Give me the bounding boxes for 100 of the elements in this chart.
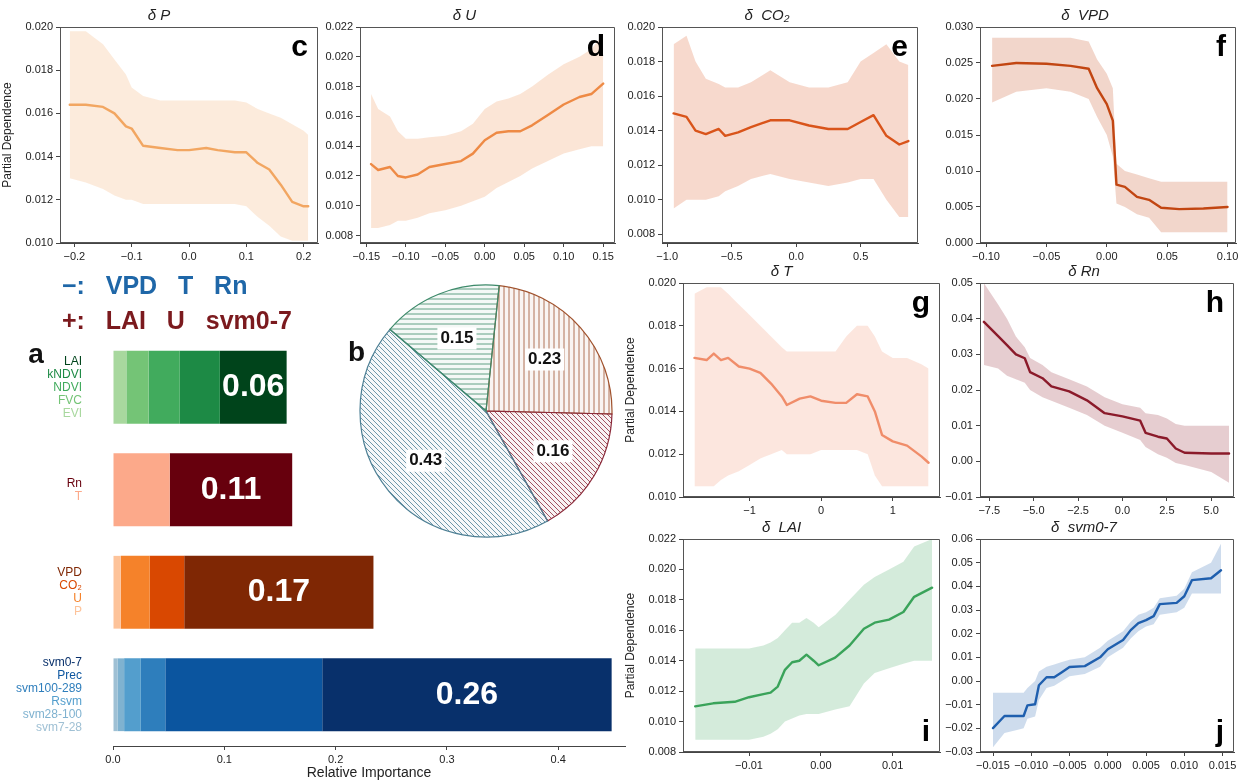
x-tick-label: 0.15 — [592, 249, 614, 262]
y-tick-label: 0.022 — [648, 532, 676, 545]
y-tick-label: 0.014 — [25, 149, 53, 162]
text: NDVI — [53, 379, 82, 394]
x-tick-label: 0.000 — [1094, 758, 1122, 771]
x-tick-label: 0.00 — [1096, 249, 1118, 262]
y-tick-label: −0.01 — [945, 697, 973, 710]
text: svm0-7 — [42, 654, 83, 669]
x-tick-label: 0 — [818, 503, 825, 516]
data-label: 0.16 — [536, 440, 570, 460]
annotation: c — [291, 29, 308, 63]
y-tick-label: 0.005 — [945, 200, 973, 213]
text: svm100-289 — [15, 680, 83, 695]
y-tick-label: 0.018 — [648, 318, 676, 331]
text: Rn — [66, 475, 82, 490]
x-tick-label: 5.0 — [1203, 503, 1219, 516]
text: P — [73, 604, 82, 619]
x-tick-label: −1.0 — [656, 249, 679, 262]
y-axis-title: Partial Dependence — [0, 81, 14, 188]
data-label: 0.17 — [247, 572, 310, 609]
y-tick-label: 0.01 — [951, 418, 973, 431]
chart-title: δ Rn — [1068, 262, 1100, 280]
y-tick-label: 0.04 — [951, 311, 973, 324]
y-tick-label: 0.05 — [951, 276, 973, 289]
x-tick-label: 0.005 — [1132, 758, 1160, 771]
y-tick-label: 0.05 — [951, 555, 973, 568]
chart-title: δ svm0-7 — [1051, 518, 1118, 536]
y-tick-label: 0.008 — [648, 745, 676, 758]
chart-title: δ VPD — [1061, 6, 1109, 24]
data-label: 0.06 — [222, 367, 285, 404]
x-tick-label: −0.015 — [976, 758, 1010, 771]
x-tick-label: −0.01 — [735, 758, 763, 771]
text: svm28-100 — [22, 706, 83, 721]
annotation: d — [586, 29, 605, 63]
annotation: g — [911, 285, 930, 319]
annotation: e — [891, 29, 908, 63]
y-tick-label: −0.03 — [945, 745, 973, 758]
x-tick-label: −0.1 — [120, 249, 143, 262]
x-tick-label: 0.010 — [1170, 758, 1199, 771]
y-tick-label: 0.016 — [648, 361, 676, 374]
text: VPD — [57, 565, 83, 580]
y-tick-label: 0.00 — [951, 674, 973, 687]
annotation: i — [921, 714, 930, 748]
annotation: h — [1205, 285, 1224, 319]
text: CO₂ — [59, 578, 83, 593]
text: Rsvm — [51, 693, 82, 708]
y-tick-label: 0.03 — [951, 603, 973, 616]
y-tick-label: 0.012 — [627, 158, 655, 171]
y-tick-label: 0.016 — [627, 89, 655, 102]
x-tick-label: 0.10 — [552, 249, 575, 262]
x-tick-label: 0.0 — [1114, 503, 1131, 516]
y-tick-label: 0.02 — [951, 383, 973, 396]
text: kNDVI — [47, 366, 82, 381]
x-tick-label: 0.015 — [1208, 758, 1237, 771]
text: T — [74, 488, 83, 503]
text: U — [73, 591, 82, 606]
y-tick-label: 0.022 — [325, 20, 353, 33]
x-tick-label: 0.5 — [852, 249, 869, 262]
x-tick-label: 0.4 — [550, 752, 566, 765]
x-tick-label: −5.0 — [1022, 503, 1045, 516]
y-tick-label: 0.03 — [951, 347, 973, 360]
data-label: 0.26 — [435, 674, 499, 711]
y-tick-label: 0.018 — [648, 592, 676, 605]
y-tick-label: −0.02 — [945, 721, 973, 734]
y-tick-label: 0.020 — [648, 276, 676, 289]
y-tick-label: 0.02 — [951, 626, 973, 639]
text: −: VPD T Rn — [62, 270, 248, 299]
x-tick-label: −0.05 — [1032, 249, 1061, 262]
text: FVC — [58, 392, 83, 407]
x-tick-label: 0.0 — [105, 752, 121, 765]
x-tick-label: 2.5 — [1159, 503, 1175, 516]
y-tick-label: 0.008 — [627, 227, 655, 240]
y-axis-title: Partial Dependence — [622, 336, 637, 443]
text: a — [28, 337, 45, 369]
x-tick-label: 0.0 — [788, 249, 804, 262]
text: Prec — [57, 667, 82, 682]
data-label: 0.43 — [409, 450, 443, 470]
y-tick-label: 0.020 — [325, 49, 353, 62]
data-label: 0.11 — [200, 469, 262, 506]
x-tick-label: −0.2 — [63, 249, 86, 262]
annotation: f — [1216, 29, 1227, 63]
x-tick-label: 0.2 — [327, 752, 344, 765]
x-tick-label: −2.5 — [1067, 503, 1089, 516]
y-tick-label: 0.018 — [627, 54, 655, 67]
y-tick-label: 0.020 — [627, 20, 655, 33]
y-tick-label: 0.020 — [25, 20, 53, 33]
y-tick-label: 0.014 — [648, 404, 676, 417]
annotation: b — [348, 335, 366, 367]
data-label: 0.23 — [528, 349, 562, 369]
x-tick-label: −0.10 — [391, 249, 420, 262]
y-tick-label: 0.030 — [945, 20, 973, 33]
y-tick-label: 0.010 — [325, 198, 353, 211]
x-tick-label: −0.15 — [352, 249, 381, 262]
x-tick-label: 0.00 — [810, 758, 832, 771]
x-tick-label: 0.3 — [439, 752, 455, 765]
chart-title: δ CO₂ — [744, 6, 790, 24]
y-tick-label: 0.020 — [648, 562, 676, 575]
y-tick-label: 0.018 — [325, 79, 353, 92]
x-tick-label: 0.05 — [1156, 249, 1178, 262]
y-tick-label: 0.010 — [945, 164, 973, 177]
